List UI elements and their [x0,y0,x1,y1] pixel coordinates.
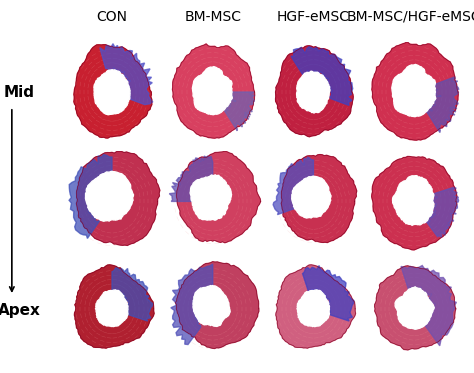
Polygon shape [112,268,153,321]
Polygon shape [427,188,458,238]
Polygon shape [192,67,232,115]
Polygon shape [427,77,459,132]
Polygon shape [171,264,213,345]
Polygon shape [392,65,436,117]
Text: Mid: Mid [3,85,35,100]
Polygon shape [281,154,357,242]
Polygon shape [374,266,456,350]
Polygon shape [372,42,458,140]
Polygon shape [297,290,329,326]
Text: Apex: Apex [0,303,40,318]
Polygon shape [193,286,230,326]
Polygon shape [292,176,331,218]
Polygon shape [276,265,356,348]
Polygon shape [173,44,255,138]
Polygon shape [275,46,353,137]
Polygon shape [74,45,152,138]
Text: BM-MSC: BM-MSC [184,10,241,24]
Polygon shape [85,171,134,221]
Polygon shape [190,175,231,220]
Polygon shape [372,157,457,250]
Polygon shape [392,176,434,225]
Polygon shape [176,151,261,243]
Polygon shape [291,47,353,106]
Polygon shape [100,44,153,104]
Polygon shape [224,92,255,131]
Text: HGF-eMSC: HGF-eMSC [277,10,350,24]
Polygon shape [297,71,330,113]
Polygon shape [175,262,259,348]
Polygon shape [302,266,354,321]
Text: BM-MSC/HGF-eMSC: BM-MSC/HGF-eMSC [347,10,474,24]
Polygon shape [69,154,112,238]
Polygon shape [169,156,213,201]
Polygon shape [401,266,456,346]
Polygon shape [273,157,313,214]
Polygon shape [395,287,434,329]
Polygon shape [74,265,154,348]
Polygon shape [76,151,160,245]
Text: CON: CON [97,10,128,24]
Polygon shape [96,290,128,326]
Polygon shape [94,70,130,115]
